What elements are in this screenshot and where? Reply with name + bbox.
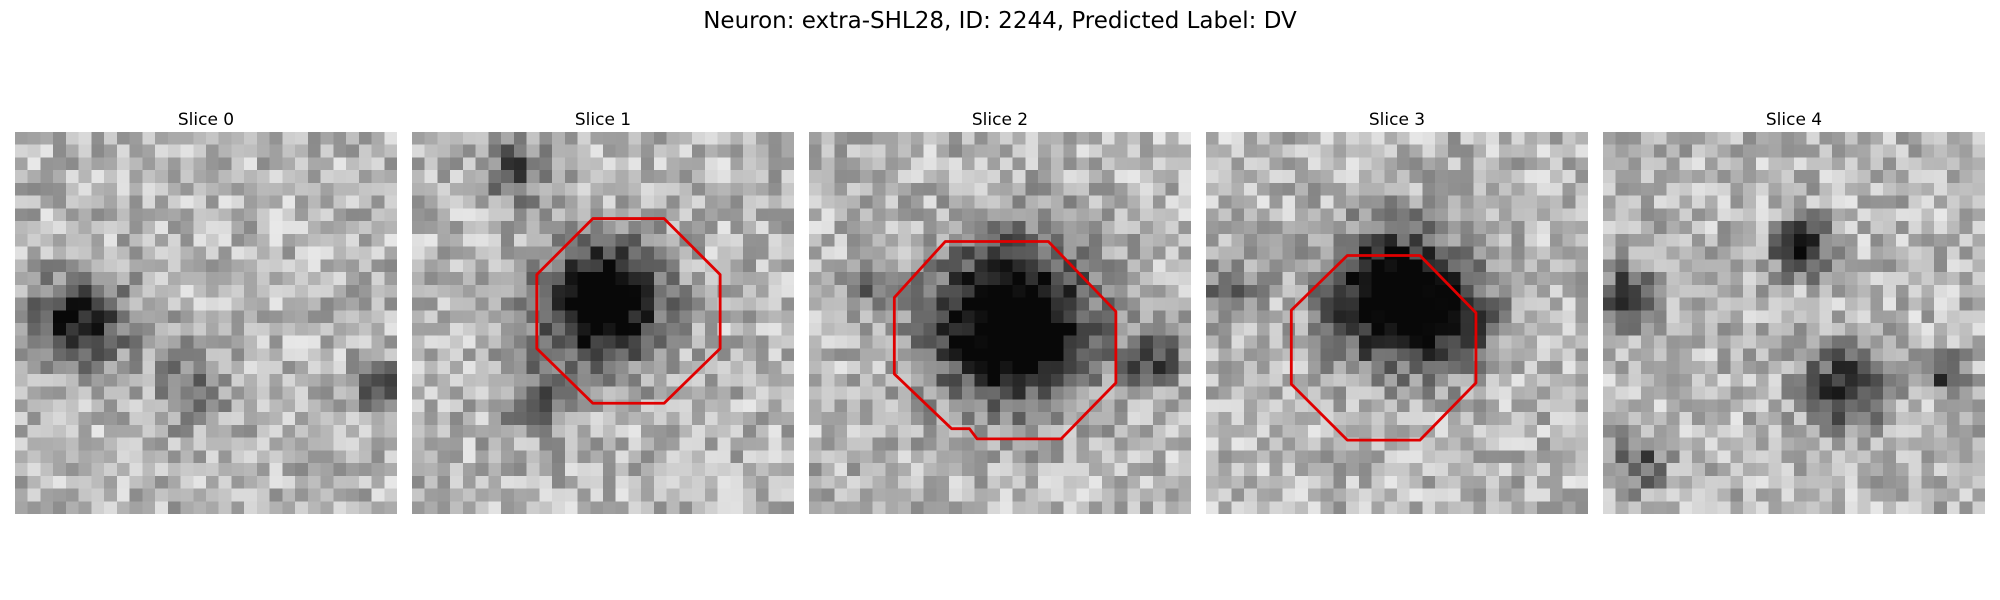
slice-panel-1: Slice 1 — [412, 108, 794, 514]
slice-image — [15, 132, 397, 514]
slice-panel-2: Slice 2 — [809, 108, 1191, 514]
slice-panel-4: Slice 4 — [1603, 108, 1985, 514]
slice-title: Slice 4 — [1603, 108, 1985, 132]
slice-panel-0: Slice 0 — [15, 108, 397, 514]
pixel-grid — [1603, 132, 1985, 514]
pixel-grid — [412, 132, 794, 514]
pixel-grid — [15, 132, 397, 514]
slice-title: Slice 0 — [15, 108, 397, 132]
figure-title: Neuron: extra-SHL28, ID: 2244, Predicted… — [0, 8, 2000, 34]
slice-title: Slice 2 — [809, 108, 1191, 132]
slice-image — [1603, 132, 1985, 514]
slice-image — [1206, 132, 1588, 514]
pixel-grid — [1206, 132, 1588, 514]
slice-panel-3: Slice 3 — [1206, 108, 1588, 514]
slice-title: Slice 3 — [1206, 108, 1588, 132]
slice-image — [412, 132, 794, 514]
slice-title: Slice 1 — [412, 108, 794, 132]
slice-image — [809, 132, 1191, 514]
pixel-grid — [809, 132, 1191, 514]
